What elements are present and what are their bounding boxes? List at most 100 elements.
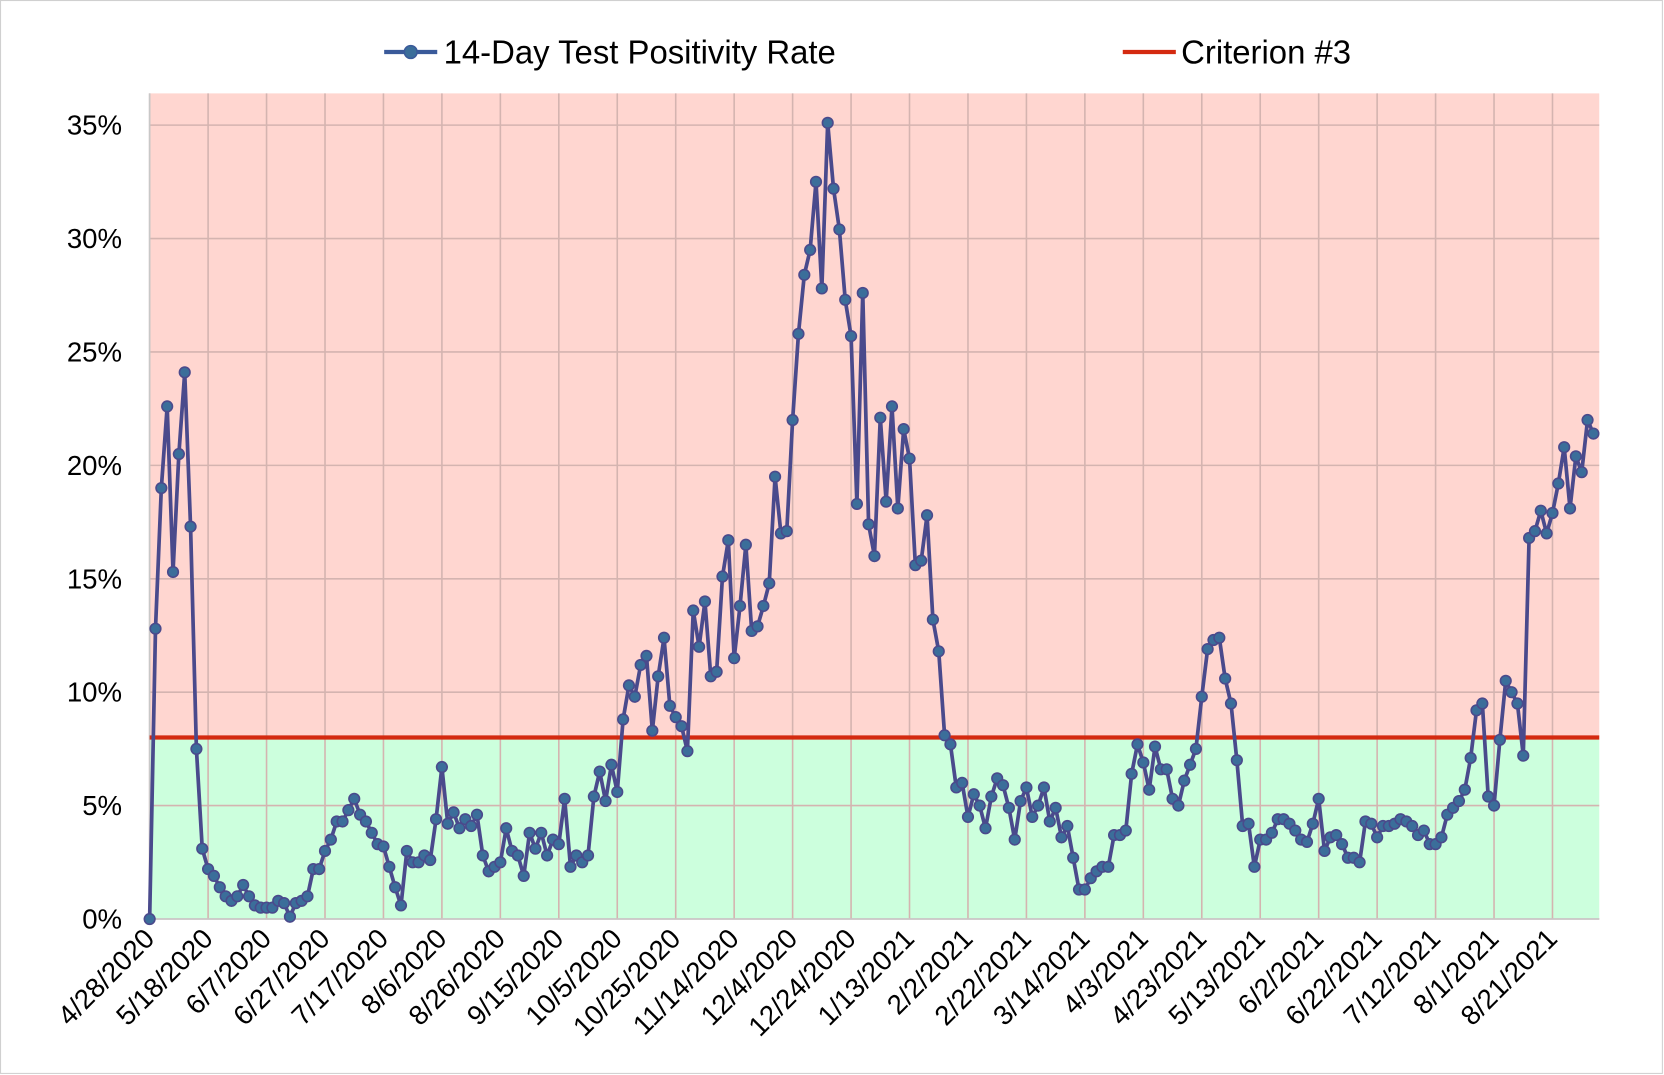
data-point [1002, 801, 1015, 814]
data-point [155, 481, 168, 495]
data-point [1458, 783, 1471, 796]
data-point [1137, 756, 1150, 769]
data-point [663, 699, 676, 712]
data-point [348, 792, 361, 805]
data-point [798, 268, 811, 281]
data-point [1558, 441, 1571, 454]
data-point [1575, 466, 1588, 479]
data-point [657, 631, 671, 644]
data-point [1178, 774, 1191, 787]
data-point [815, 282, 828, 295]
data-point [1563, 502, 1577, 515]
data-point [821, 116, 834, 129]
data-point [1230, 754, 1243, 767]
data-point [687, 604, 700, 617]
y-tick-label: 10% [67, 677, 122, 708]
data-point [190, 742, 203, 755]
data-point [1242, 817, 1255, 830]
data-point [1026, 810, 1039, 824]
data-point [763, 577, 776, 590]
data-point [827, 182, 840, 195]
data-point [733, 599, 747, 613]
data-point [1067, 851, 1080, 864]
data-point [599, 794, 612, 808]
data-point [1055, 831, 1068, 844]
data-point [1534, 504, 1547, 517]
data-point [652, 670, 665, 683]
data-point [453, 822, 466, 835]
data-point [1371, 831, 1384, 844]
data-point [429, 813, 443, 826]
data-point [926, 613, 940, 626]
data-point [628, 690, 641, 703]
data-point [1435, 831, 1448, 844]
data-point [1330, 828, 1343, 842]
data-point [318, 844, 332, 858]
data-point [564, 860, 577, 873]
data-point [435, 760, 449, 774]
data-point [529, 842, 542, 855]
data-point [517, 869, 530, 883]
data-point [1043, 815, 1056, 828]
data-point [1020, 781, 1033, 794]
data-point [301, 890, 314, 903]
data-point [389, 881, 402, 894]
data-point [1248, 860, 1261, 873]
data-point [424, 853, 437, 867]
data-point [1452, 794, 1466, 808]
data-point [1528, 525, 1542, 538]
data-point [313, 863, 326, 876]
data-point [1289, 824, 1302, 837]
y-tick-label: 0% [82, 904, 122, 935]
data-point [1335, 838, 1349, 851]
data-point [856, 286, 869, 300]
data-point [1487, 799, 1501, 812]
data-point [1201, 642, 1214, 656]
data-point [1511, 697, 1524, 710]
data-point [196, 842, 209, 855]
data-point [470, 808, 484, 821]
data-point [710, 665, 723, 678]
data-point [956, 776, 969, 790]
legend-marker [403, 44, 418, 60]
data-point [1365, 817, 1378, 830]
data-point [634, 658, 647, 672]
data-point [593, 765, 606, 778]
data-point [903, 452, 916, 465]
data-point [722, 534, 735, 547]
data-point [751, 620, 764, 633]
data-point [342, 804, 355, 817]
data-point [213, 881, 226, 894]
data-point [277, 897, 291, 910]
data-point [973, 799, 986, 812]
data-point [1078, 883, 1091, 896]
data-point [617, 713, 630, 726]
data-point [716, 570, 729, 583]
data-point [920, 509, 934, 522]
data-point [476, 849, 489, 862]
y-tick-label: 5% [82, 790, 122, 821]
data-point [207, 869, 221, 883]
data-point [511, 849, 524, 862]
data-point [605, 758, 618, 771]
data-point [1587, 427, 1600, 440]
data-point [1160, 763, 1173, 776]
data-point [237, 878, 250, 892]
y-tick-label: 25% [67, 337, 122, 368]
data-point [757, 599, 770, 613]
data-point [862, 518, 875, 531]
data-point [161, 400, 174, 413]
data-point [1195, 690, 1208, 703]
y-tick-label: 20% [67, 450, 122, 481]
data-point [149, 622, 162, 635]
data-point [850, 497, 864, 511]
data-point [985, 790, 998, 803]
data-point [324, 833, 337, 846]
data-point [833, 223, 846, 236]
data-point [587, 790, 600, 803]
data-point [172, 447, 185, 461]
data-point [1353, 856, 1366, 869]
data-point [1224, 697, 1238, 710]
data-point [692, 640, 706, 653]
